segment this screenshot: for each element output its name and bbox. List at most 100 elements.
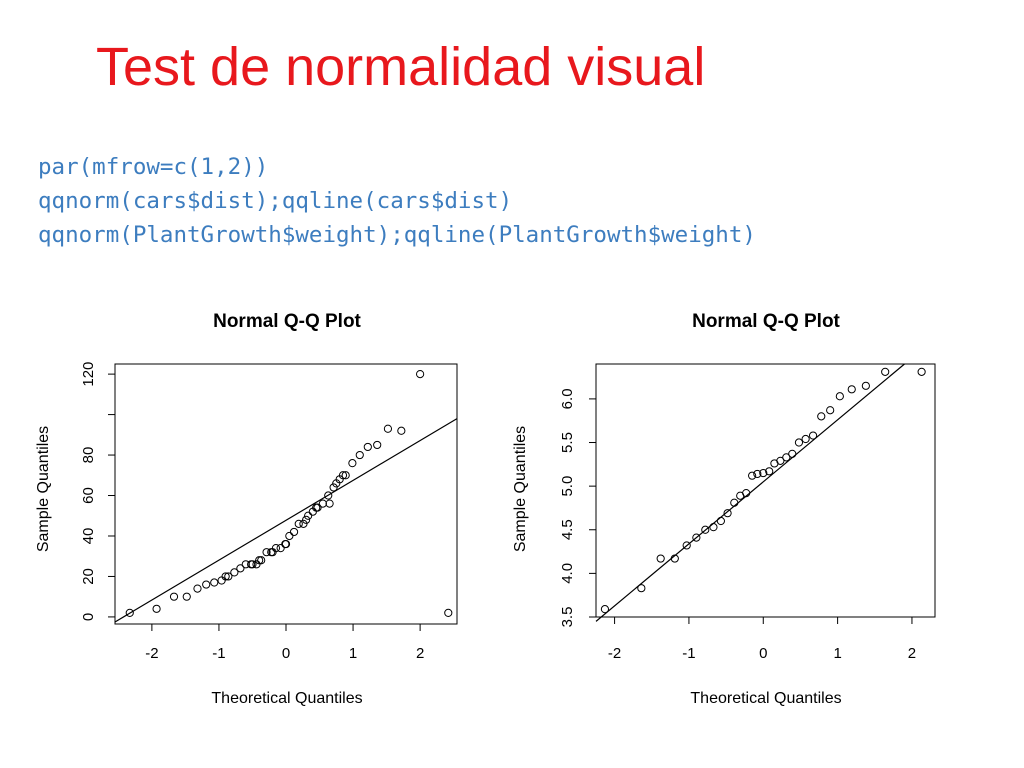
data-point: [701, 525, 710, 534]
data-point: [416, 370, 425, 379]
data-point: [285, 531, 294, 541]
data-point: [255, 556, 264, 565]
data-point: [210, 578, 219, 587]
y-tick-label: 80: [80, 447, 97, 464]
data-point: [847, 385, 856, 394]
plot-frame: [114, 363, 458, 625]
x-axis-label: Theoretical Quantiles: [211, 690, 362, 707]
data-point: [294, 519, 303, 528]
code-block: par(mfrow=c(1,2)) qqnorm(cars$dist);qqli…: [38, 150, 756, 252]
y-axis-ticks: 0 20 40 60 80 120: [80, 362, 115, 621]
data-point: [325, 499, 334, 508]
y-tick-label: 120: [80, 362, 97, 387]
y-tick-label: 20: [80, 568, 97, 585]
y-tick-label: 3.5: [559, 607, 576, 628]
data-point: [289, 527, 299, 537]
data-point: [723, 509, 732, 518]
data-point: [221, 572, 230, 581]
plot-title: Normal Q-Q Plot: [213, 311, 361, 332]
slide-title: Test de normalidad visual: [96, 37, 706, 97]
data-point: [268, 548, 277, 557]
data-point: [826, 406, 835, 415]
data-point: [716, 516, 725, 526]
data-point: [782, 453, 791, 462]
data-point: [794, 438, 804, 447]
data-point: [801, 434, 810, 444]
y-tick-label: 0: [80, 613, 97, 621]
data-point: [881, 367, 890, 376]
data-point: [304, 511, 313, 520]
data-point: [332, 479, 341, 488]
qq-plot-plantgrowth: Normal Q-Q Plot Theoretical Quantiles Sa…: [512, 311, 936, 707]
data-point: [324, 491, 333, 500]
x-axis-ticks: -2 -1 0 1 2: [608, 617, 916, 662]
data-point: [312, 503, 321, 512]
data-point: [600, 605, 610, 614]
qq-reference-line: [114, 418, 458, 623]
plot-frame: [595, 363, 936, 618]
data-point: [262, 548, 271, 557]
data-point: [835, 392, 844, 401]
x-tick-label: -2: [608, 645, 621, 662]
data-point: [765, 467, 774, 476]
code-line-qqnorm-cars: qqnorm(cars$dist);qqline(cars$dist): [38, 188, 513, 214]
x-tick-label: -1: [212, 645, 225, 662]
data-point: [363, 442, 372, 452]
y-tick-label: 6.0: [559, 388, 576, 409]
data-point: [373, 440, 382, 450]
x-tick-label: -1: [682, 645, 695, 662]
data-point: [281, 539, 291, 549]
y-tick-label: 5.5: [559, 432, 576, 453]
data-point: [152, 604, 161, 613]
data-point: [329, 483, 338, 492]
x-tick-label: 2: [416, 645, 424, 662]
data-point: [302, 515, 311, 524]
data-point: [257, 556, 266, 565]
x-axis-label: Theoretical Quantiles: [690, 690, 841, 707]
x-tick-label: 1: [349, 645, 357, 662]
data-point: [748, 471, 757, 480]
data-point: [788, 449, 797, 458]
data-point: [742, 489, 751, 498]
y-axis-label: Sample Quantiles: [512, 426, 529, 552]
y-tick-label: 4.5: [559, 519, 576, 540]
plot-title: Normal Q-Q Plot: [692, 311, 840, 332]
data-point: [917, 367, 926, 376]
data-point: [276, 544, 285, 553]
data-point: [861, 381, 870, 390]
data-point: [230, 568, 239, 577]
data-point: [759, 468, 768, 478]
data-point: [808, 431, 818, 440]
data-point: [182, 592, 191, 601]
y-tick-label: 4.0: [559, 563, 576, 584]
data-point: [817, 412, 826, 421]
data-point: [355, 450, 364, 460]
x-tick-label: 2: [908, 645, 916, 662]
data-point: [656, 554, 665, 563]
data-point: [169, 592, 179, 601]
data-point: [252, 560, 261, 569]
x-tick-label: -2: [145, 645, 158, 662]
data-point: [248, 560, 257, 569]
data-point: [682, 541, 691, 550]
reference-line-group: [595, 363, 905, 622]
data-point: [125, 608, 134, 617]
x-tick-label: 0: [282, 645, 290, 662]
data-point: [217, 576, 226, 585]
data-point: [202, 580, 211, 589]
code-line-par: par(mfrow=c(1,2)): [38, 154, 269, 180]
data-point: [348, 459, 357, 468]
y-tick-label: 60: [80, 487, 97, 504]
data-point: [338, 471, 348, 480]
data-point: [341, 471, 350, 480]
data-point: [637, 584, 646, 593]
code-line-qqnorm-plantgrowth: qqnorm(PlantGrowth$weight);qqline(PlantG…: [38, 222, 756, 248]
data-point: [709, 523, 718, 532]
data-point: [318, 499, 327, 508]
x-axis-ticks: -2 -1 0 1 2: [145, 624, 424, 662]
y-tick-label: 40: [80, 528, 97, 545]
data-point: [753, 469, 762, 479]
data-point: [299, 519, 308, 528]
y-axis-ticks: 3.5 4.0 4.5 5.0 5.5 6.0: [559, 388, 596, 627]
